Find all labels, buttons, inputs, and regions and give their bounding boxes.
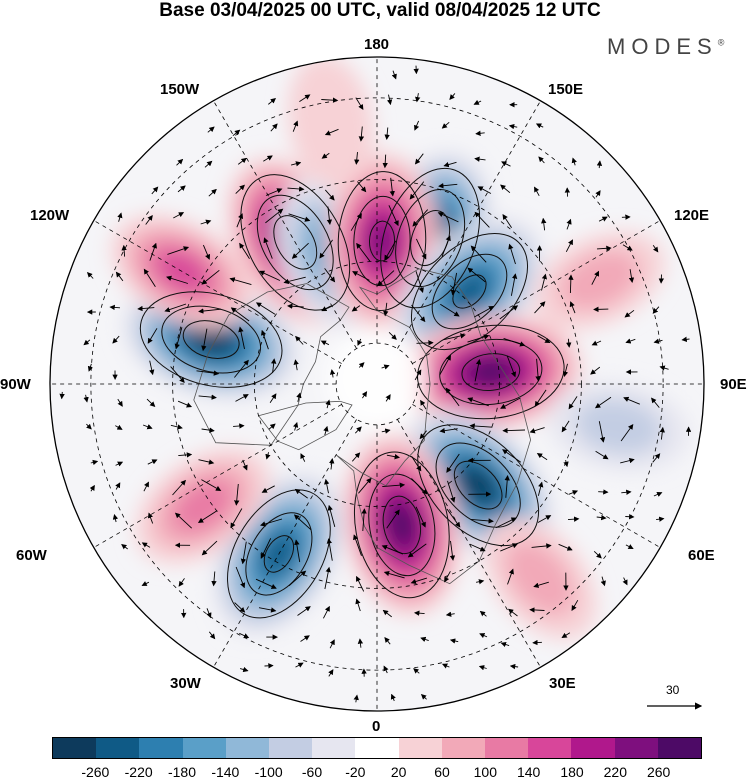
colorbar-label: -140 bbox=[211, 764, 239, 780]
colorbar-label: -180 bbox=[168, 764, 196, 780]
colorbar-label: -20 bbox=[345, 764, 365, 780]
pole-neutral-area bbox=[327, 329, 427, 429]
colorbar-label: -220 bbox=[125, 764, 153, 780]
map-disk bbox=[40, 48, 720, 730]
colorbar bbox=[52, 737, 702, 759]
lon-label-30e: 30E bbox=[549, 675, 576, 692]
colorbar-label: 140 bbox=[517, 764, 540, 780]
colorbar-swatch-4 bbox=[226, 738, 269, 758]
colorbar-label: -60 bbox=[302, 764, 322, 780]
lon-label-120w: 120W bbox=[30, 207, 69, 224]
colorbar-swatch-13 bbox=[615, 738, 658, 758]
colorbar-swatch-7 bbox=[355, 738, 398, 758]
colorbar-swatch-1 bbox=[96, 738, 139, 758]
wind-vector-172 bbox=[62, 392, 63, 399]
lon-label-150e: 150E bbox=[548, 81, 583, 98]
colorbar-swatch-10 bbox=[485, 738, 528, 758]
lon-label-60w: 60W bbox=[16, 547, 47, 564]
wind-vector-251 bbox=[598, 492, 608, 493]
colorbar-labels: -260 -220 -180 -140 -100 -60 -20 20 60 100 140 180 2… bbox=[0, 764, 750, 784]
colorbar-label: -100 bbox=[255, 764, 283, 780]
colorbar-label: 60 bbox=[434, 764, 450, 780]
wind-vector-142 bbox=[417, 343, 433, 344]
colorbar-swatch-14 bbox=[658, 738, 701, 758]
colorbar-label: 180 bbox=[560, 764, 583, 780]
colorbar-label: 100 bbox=[474, 764, 497, 780]
colorbar-swatch-8 bbox=[399, 738, 442, 758]
colorbar-label: 260 bbox=[647, 764, 670, 780]
colorbar-swatch-0 bbox=[53, 738, 96, 758]
lon-label-90w: 90W bbox=[0, 376, 31, 393]
lon-label-150w: 150W bbox=[160, 81, 199, 98]
polar-map bbox=[0, 0, 750, 735]
lon-label-120e: 120E bbox=[674, 207, 709, 224]
colorbar-swatch-2 bbox=[139, 738, 182, 758]
colorbar-swatch-3 bbox=[183, 738, 226, 758]
wind-vector-333 bbox=[533, 642, 542, 643]
wind-vector-107 bbox=[570, 275, 571, 293]
colorbar-swatch-9 bbox=[442, 738, 485, 758]
colorbar-swatch-12 bbox=[571, 738, 614, 758]
colorbar-swatch-6 bbox=[312, 738, 355, 758]
lon-label-60e: 60E bbox=[688, 547, 715, 564]
colorbar-label: -260 bbox=[81, 764, 109, 780]
colorbar-label: 20 bbox=[391, 764, 407, 780]
colorbar-label: 220 bbox=[604, 764, 627, 780]
lon-label-90e: 90E bbox=[720, 376, 747, 393]
colorbar-swatch-5 bbox=[269, 738, 312, 758]
reference-vector-label: 30 bbox=[666, 683, 679, 697]
lon-label-30w: 30W bbox=[170, 675, 201, 692]
colorbar-swatch-11 bbox=[528, 738, 571, 758]
lon-label-0: 0 bbox=[372, 718, 380, 735]
lon-label-180: 180 bbox=[364, 36, 389, 53]
